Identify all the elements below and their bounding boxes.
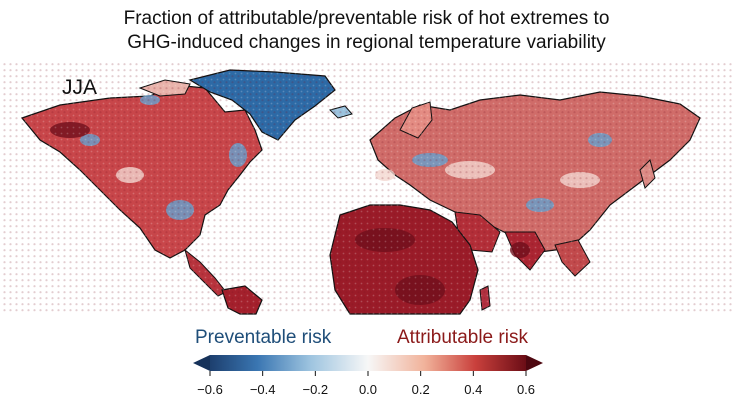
colorbar-tick-label: −0.4	[250, 382, 276, 397]
colorbar-ticks: −0.6 −0.4 −0.2 0.0 0.2 0.4 0.6	[197, 371, 535, 397]
colorbar-tick-label: 0.0	[359, 382, 377, 397]
colorbar-label-attributable: Attributable risk	[397, 327, 528, 348]
colorbar-tick-label: 0.6	[517, 382, 535, 397]
colorbar-label-preventable: Preventable risk	[195, 327, 332, 348]
world-map	[0, 60, 733, 315]
season-label: JJA	[62, 76, 98, 99]
colorbar-gradient	[210, 355, 526, 371]
colorbar-tick-label: 0.4	[464, 382, 482, 397]
chart-title-line-2: GHG-induced changes in regional temperat…	[127, 32, 606, 53]
chart-title-line-1: Fraction of attributable/preventable ris…	[123, 8, 610, 29]
colorbar-tick-label: −0.2	[302, 382, 328, 397]
colorbar-extend-low	[193, 355, 210, 371]
colorbar-tick-label: −0.6	[197, 382, 223, 397]
colorbar-extend-high	[526, 355, 543, 371]
colorbar-tick-label: 0.2	[412, 382, 430, 397]
